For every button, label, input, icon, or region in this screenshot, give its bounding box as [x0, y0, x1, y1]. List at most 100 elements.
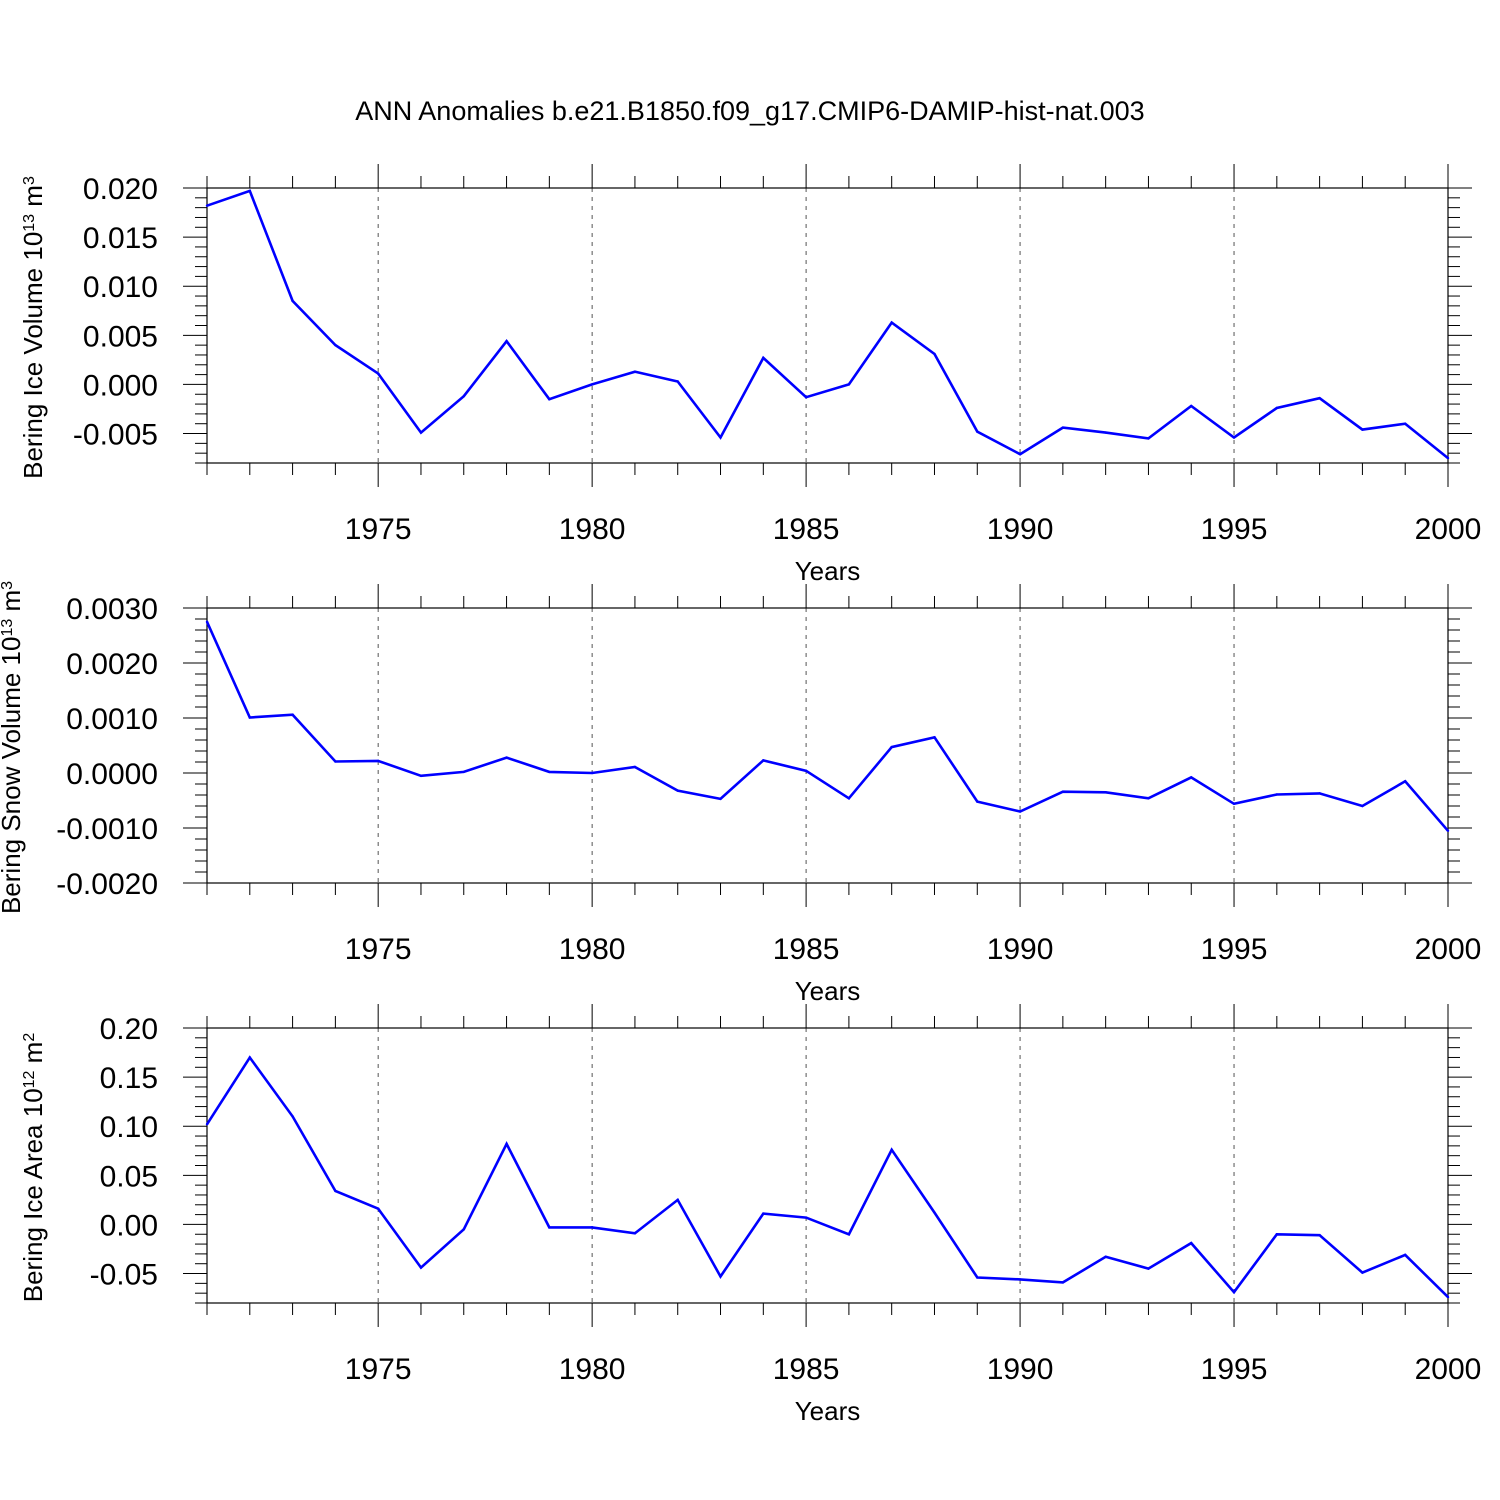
data-point	[1404, 1253, 1407, 1257]
y-axis-title-text: Bering Ice Volume 10	[18, 232, 48, 479]
data-point	[248, 1056, 251, 1059]
data-point	[1190, 1241, 1193, 1245]
x-tick-label: 2000	[1415, 1353, 1482, 1386]
data-point	[762, 1212, 765, 1215]
data-point	[1361, 428, 1364, 431]
y-axis-title: Bering Ice Area 1012 m2	[18, 1033, 48, 1303]
y-axis-title-text: Bering Ice Area 10	[18, 1088, 48, 1302]
y-axis-title: Bering Ice Volume 1013 m3	[18, 176, 48, 479]
data-point	[205, 620, 209, 623]
y-tick-label: 0.010	[83, 271, 158, 304]
data-point	[1232, 1290, 1236, 1294]
data-point	[376, 1207, 380, 1210]
data-point	[462, 1228, 465, 1231]
data-point	[804, 395, 808, 399]
chart-panel-2: 1975 1980 1985 1990 1995 2000 0.0030 0.0020 0.00…	[0, 581, 1481, 1006]
data-point	[376, 759, 380, 763]
data-point	[334, 1189, 337, 1193]
data-point	[334, 760, 337, 763]
x-axis-title: Years	[795, 556, 861, 586]
data-point	[1232, 436, 1236, 439]
data-point	[1446, 456, 1450, 460]
data-point	[590, 383, 594, 386]
data-point	[1147, 1267, 1150, 1270]
data-point	[804, 1216, 808, 1219]
y-axis-title: Bering Snow Volume 1013 m3	[0, 581, 26, 914]
data-point	[762, 356, 765, 360]
x-tick-label: 1990	[987, 513, 1054, 546]
data-point	[847, 1233, 851, 1236]
data-point	[1018, 810, 1022, 813]
data-point	[890, 321, 893, 324]
data-point	[590, 771, 594, 775]
data-point	[419, 774, 423, 777]
data-point	[548, 770, 551, 774]
y-tick-label: 0.005	[83, 320, 158, 353]
data-point	[1104, 791, 1107, 794]
data-point	[1446, 1295, 1450, 1299]
x-tick-label: 1980	[559, 933, 626, 966]
data-point	[933, 1211, 936, 1214]
data-point	[847, 383, 851, 386]
data-point	[1318, 396, 1321, 400]
data-point	[1275, 406, 1279, 410]
data-point	[1104, 431, 1107, 434]
y-tick-label: 0.0030	[66, 593, 158, 626]
data-point	[633, 370, 637, 373]
data-point	[890, 1148, 893, 1151]
data-point	[1404, 780, 1407, 783]
chart-panel-3: 1975 1980 1985 1990 1995 2000 0.20 0.15 0.10 0.05…	[18, 1004, 1481, 1426]
data-point	[1232, 802, 1236, 805]
data-point	[590, 1226, 594, 1229]
data-point	[1061, 790, 1065, 793]
chart-panel-1: 1975 1980 1985 1990 1995 2000 0.020 0.015 0.010 0…	[18, 164, 1481, 586]
y-tick-label: 0.000	[83, 369, 158, 402]
y-tick-label: 0.15	[100, 1062, 158, 1095]
y-tick-label: -0.005	[73, 419, 158, 452]
data-point	[1318, 1234, 1321, 1237]
y-axis-title-superscript: 2	[21, 1033, 38, 1042]
y-axis-title-text: m	[18, 1042, 48, 1071]
y-tick-label: 0.20	[100, 1013, 158, 1046]
x-axis-title: Years	[795, 1396, 861, 1426]
y-tick-label: 0.00	[100, 1209, 158, 1242]
data-point	[548, 397, 551, 401]
data-point	[1404, 422, 1407, 425]
series-line	[205, 621, 1449, 832]
x-tick-label: 1985	[773, 513, 840, 546]
data-point	[633, 1232, 637, 1235]
data-point	[205, 204, 209, 207]
y-axis-title-superscript: 13	[0, 619, 16, 637]
data-point	[1361, 804, 1364, 808]
data-point	[633, 765, 637, 769]
data-point	[505, 756, 508, 759]
data-point	[1061, 426, 1065, 429]
data-point	[291, 713, 294, 716]
x-tick-label: 1990	[987, 933, 1054, 966]
y-tick-label: 0.10	[100, 1111, 158, 1144]
data-point	[1147, 797, 1150, 800]
data-point	[1318, 792, 1321, 795]
data-point	[1190, 404, 1193, 408]
x-tick-label: 1995	[1201, 513, 1268, 546]
plot-frame	[206, 187, 1449, 464]
x-tick-label: 1985	[773, 933, 840, 966]
data-point	[1147, 437, 1150, 440]
data-point	[548, 1226, 551, 1229]
chart-title: ANN Anomalies b.e21.B1850.f09_g17.CMIP6-…	[355, 96, 1145, 126]
data-point	[1275, 793, 1279, 796]
y-tick-label: 0.05	[100, 1160, 158, 1193]
x-tick-label: 2000	[1415, 513, 1482, 546]
data-point	[1018, 452, 1022, 456]
series-line	[206, 189, 1449, 460]
x-tick-label: 1980	[559, 1353, 626, 1386]
data-point	[676, 1198, 679, 1202]
x-tick-label: 1990	[987, 1353, 1054, 1386]
y-tick-label: 0.015	[83, 222, 158, 255]
data-point	[1275, 1233, 1279, 1236]
x-tick-label: 1980	[559, 513, 626, 546]
x-tick-label: 1985	[773, 1353, 840, 1386]
data-point	[1061, 1281, 1065, 1284]
y-axis-title-superscript: 12	[21, 1070, 38, 1088]
